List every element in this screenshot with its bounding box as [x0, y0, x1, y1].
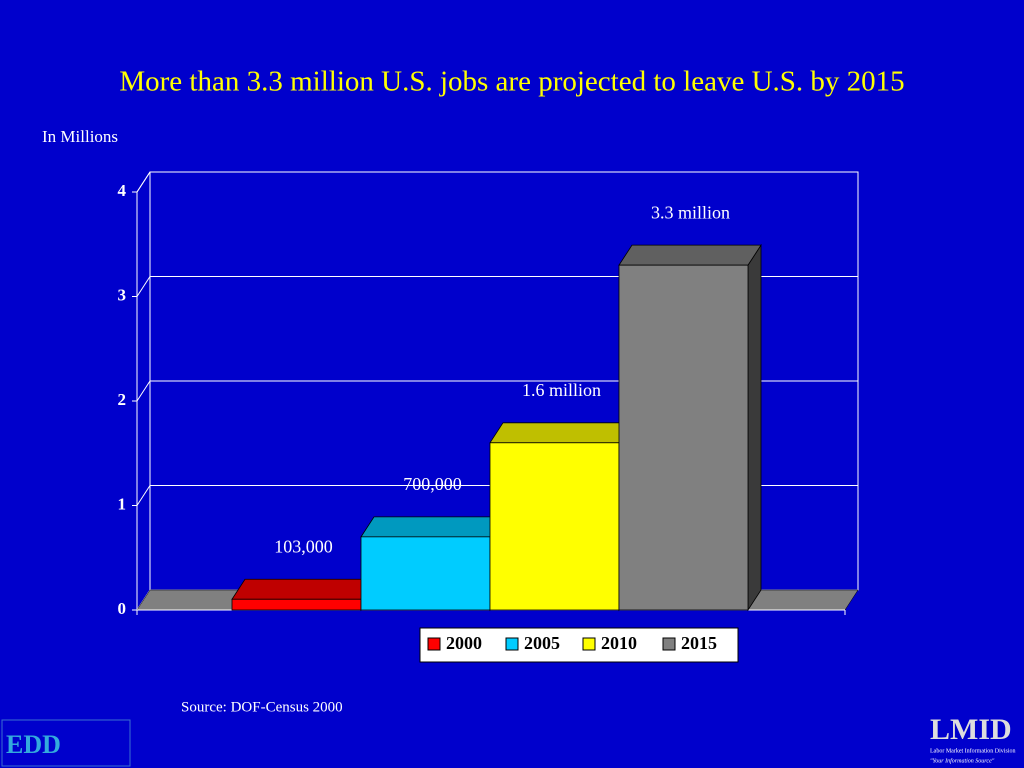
bar-front: [618, 264, 749, 611]
y-tick-label: 1: [118, 494, 127, 513]
data-label: 103,000: [274, 536, 333, 556]
logo-tagline: "Your Information Source": [930, 757, 995, 764]
legend-swatch: [427, 637, 441, 651]
y-axis-label: In Millions: [42, 127, 118, 146]
legend-label: 2010: [601, 633, 637, 653]
logo-text: EDD: [6, 730, 61, 759]
logo-subtext: Labor Market Information Division: [930, 747, 1015, 754]
bar-top: [489, 422, 633, 444]
legend-swatch: [582, 637, 596, 651]
source: Source: DOF-Census 2000: [181, 699, 343, 715]
chart-title: More than 3.3 million U.S. jobs are proj…: [119, 66, 904, 98]
grid-line: [136, 485, 151, 506]
bar-top: [618, 244, 762, 266]
lmid-logo: LMID Labor Market Information Division "…: [930, 713, 1015, 764]
y-tick-label: 4: [118, 181, 127, 200]
bar-top: [231, 578, 375, 600]
legend-label: 2005: [524, 633, 560, 653]
legend-label: 2015: [681, 633, 717, 653]
bar: [360, 515, 504, 612]
data-label: 3.3 million: [651, 202, 730, 222]
bar-top: [360, 516, 504, 538]
bar-front: [231, 598, 362, 611]
legend-label: 2000: [446, 633, 482, 653]
bar: [231, 577, 375, 612]
data-label: 700,000: [403, 474, 462, 494]
legend: 2000 2005 2010 2015: [419, 627, 739, 663]
bar: [489, 421, 633, 612]
bar-front: [489, 442, 620, 611]
y-tick-label: 0: [118, 599, 127, 618]
y-tick-label: 3: [118, 285, 127, 304]
grid-line: [136, 171, 151, 193]
edd-logo: EDD: [1, 719, 131, 767]
bar-side: [747, 243, 762, 612]
legend-swatch: [662, 637, 676, 651]
legend-box: [419, 627, 739, 663]
bar: [618, 243, 762, 612]
grid-line: [136, 276, 151, 297]
bar-front: [360, 536, 491, 611]
data-label: 1.6 million: [522, 380, 601, 400]
legend-swatch: [505, 637, 519, 651]
grid-line: [136, 380, 151, 402]
y-tick-label: 2: [118, 390, 127, 409]
logo-frame: [1, 719, 131, 767]
logo-text: LMID: [930, 713, 1012, 746]
